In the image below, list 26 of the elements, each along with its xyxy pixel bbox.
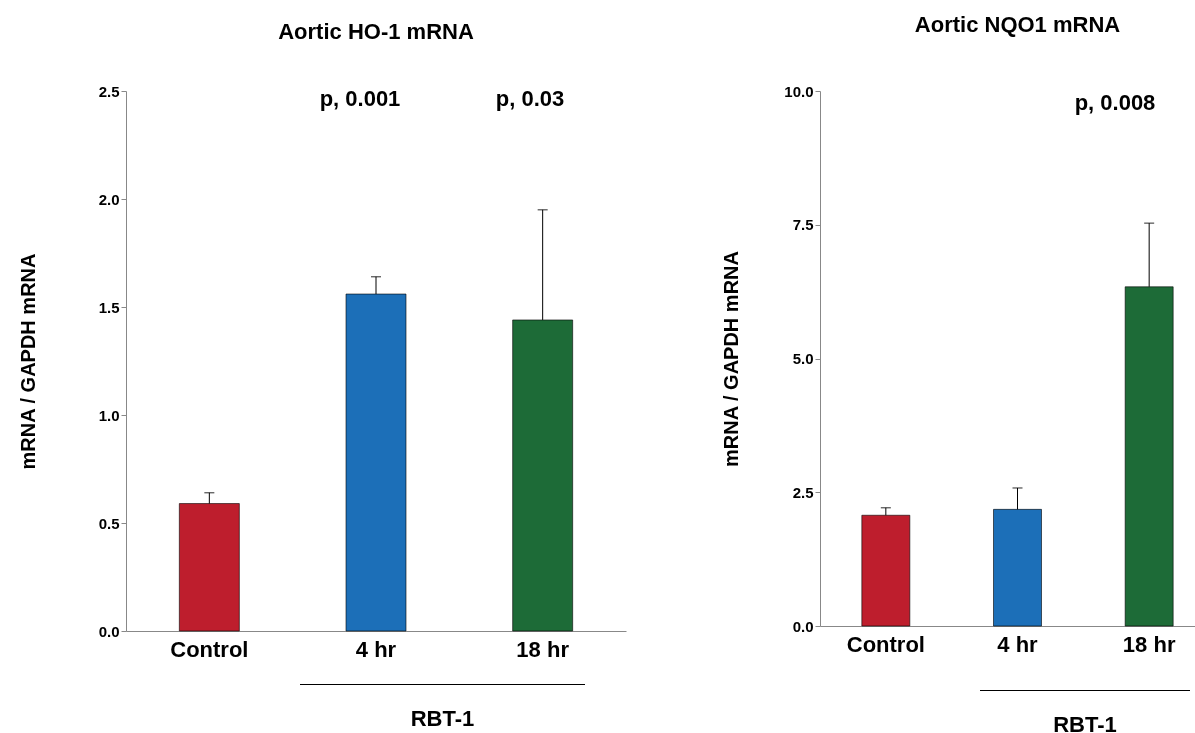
- x-tick-label: 18 hr: [1122, 631, 1176, 657]
- y-tick-label: 2.5: [792, 483, 814, 501]
- annotation: p, 0.03: [494, 86, 566, 112]
- y-tick-label: 0.0: [98, 622, 120, 640]
- y-tick-label: 2.0: [98, 190, 120, 208]
- x-tick-label: 18 hr: [516, 636, 570, 662]
- annotation: p, 0.001: [318, 86, 402, 112]
- y-tick-label: 7.5: [792, 216, 814, 234]
- chart-title: Aortic HO-1 mRNA: [278, 19, 474, 44]
- y-tick-label: 0.5: [98, 514, 120, 532]
- y-tick-label: 2.5: [98, 82, 120, 100]
- text: RBT-1: [409, 706, 476, 732]
- annotation: p, 0.008: [1073, 90, 1157, 116]
- y-tick-label: 5.0: [792, 350, 814, 367]
- y-tick-label: 10.0: [784, 82, 814, 100]
- y-axis-title: mRNA / GAPDH mRNA: [16, 253, 39, 470]
- x-tick-label: Control: [170, 636, 249, 662]
- x-tick-label: 4 hr: [997, 631, 1039, 657]
- x-tick-label: Control: [846, 631, 925, 657]
- y-axis-title: mRNA / GAPDH mRNA: [720, 251, 743, 467]
- y-tick-label: 1.0: [98, 406, 120, 424]
- y-tick-label: 1.5: [98, 298, 120, 316]
- x-tick-label: 4 hr: [355, 636, 397, 662]
- text: RBT-1: [1052, 712, 1118, 733]
- y-tick-label: 0.0: [792, 617, 814, 635]
- chart-title: Aortic NQO1 mRNA: [914, 12, 1121, 37]
